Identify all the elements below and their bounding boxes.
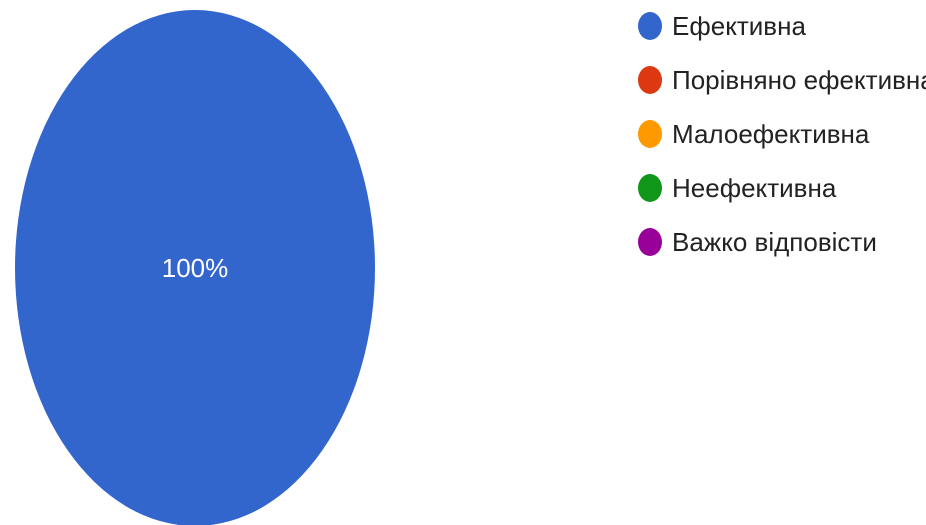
legend-item-2: Малоефективна — [638, 119, 870, 149]
legend-item-1: Порівняно ефективна — [638, 65, 926, 95]
legend-swatch-0 — [638, 12, 662, 40]
legend-swatch-2 — [638, 120, 662, 148]
pie-slice-label-0: 100% — [162, 253, 229, 283]
legend-label-3: Неефективна — [672, 173, 837, 203]
pie-slices — [15, 10, 375, 525]
legend-item-0: Ефективна — [638, 11, 806, 41]
chart-legend: Ефективна Порівняно ефективна Малоефективн… — [638, 11, 926, 257]
legend-label-0: Ефективна — [672, 11, 806, 41]
legend-swatch-1 — [638, 66, 662, 94]
legend-swatch-3 — [638, 174, 662, 202]
pie-slice-labels: 100% — [162, 253, 229, 283]
legend-label-2: Малоефективна — [672, 119, 870, 149]
legend-label-1: Порівняно ефективна — [672, 65, 926, 95]
legend-label-4: Важко відповісти — [672, 227, 877, 257]
legend-swatch-4 — [638, 228, 662, 256]
legend-item-4: Важко відповісти — [638, 227, 877, 257]
legend-item-3: Неефективна — [638, 173, 837, 203]
pie-slice-0 — [15, 10, 375, 525]
